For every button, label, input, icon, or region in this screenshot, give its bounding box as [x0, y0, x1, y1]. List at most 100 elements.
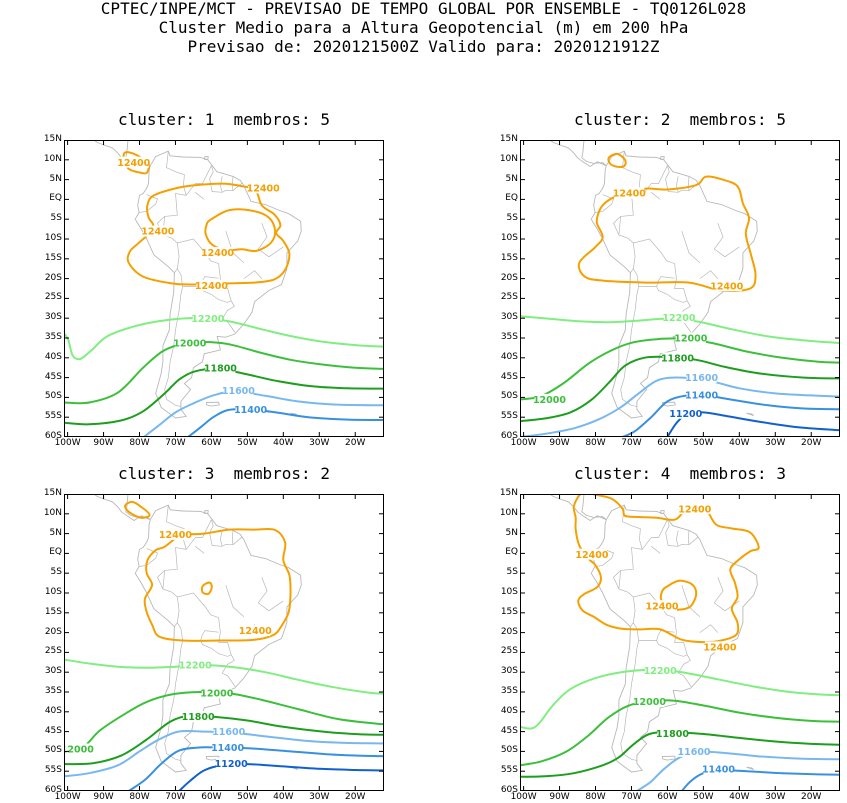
lat-tick-label: 10S [44, 587, 62, 597]
country-border [613, 570, 621, 590]
country-border [620, 640, 640, 761]
lon-tick-label: 30W [309, 792, 330, 802]
country-border [687, 530, 690, 545]
contour-layer [519, 152, 841, 438]
lat-tick-label: 30S [44, 312, 62, 323]
lon-tick-label: 90W [549, 438, 570, 448]
country-border [620, 286, 640, 407]
lat-tick-label: 45S [44, 371, 62, 382]
country-border [177, 268, 219, 287]
map-canvas: 12400 12400 12400 12400 12400 12200 12000 11800… [63, 107, 385, 438]
map-frame [520, 140, 840, 437]
contour-label: 11600 [222, 386, 255, 397]
contour-label-bg [192, 312, 223, 324]
contour-label-bg [704, 641, 735, 653]
contour-label: 11400 [685, 391, 718, 402]
panel-title: cluster: 1 membros: 5 [118, 110, 330, 129]
country-border [656, 286, 687, 303]
contour-label-bg [160, 528, 191, 540]
country-border [243, 270, 263, 279]
contour-label: 12400 [247, 184, 280, 195]
lat-tick-label: EQ [505, 193, 518, 204]
contour-label: 12400 [195, 281, 228, 292]
lon-tick-label: 90W [93, 438, 114, 448]
island-coast [205, 401, 220, 407]
country-border [595, 548, 614, 567]
lon-tick-label: 80W [585, 792, 606, 802]
country-border [676, 176, 679, 193]
country-border [157, 570, 165, 590]
contour-label-bg [657, 727, 688, 739]
lat-tick-label: 20S [44, 626, 62, 637]
lat-tick-label: 15S [500, 252, 518, 263]
map-frame [64, 494, 384, 791]
contour-label-bg [703, 763, 734, 775]
contour-label: 11600 [212, 727, 245, 738]
contour-label: 12000 [533, 395, 566, 406]
contour-label: 11800 [656, 729, 689, 740]
lat-tick-label: 5N [49, 173, 62, 184]
contour-line-11600 [519, 376, 841, 438]
country-border [220, 176, 223, 193]
country-border [595, 194, 614, 213]
lat-tick-label: 30S [44, 666, 62, 677]
lon-tick-label: 50W [693, 792, 714, 802]
lat-tick-label: 60S [44, 785, 62, 795]
contour-label-bg [235, 403, 266, 415]
contour-label: 12200 [644, 666, 677, 677]
map-panel-1: cluster: 1 membros: 5 12400 12400 12400 124… [44, 107, 385, 448]
lat-tick-label: EQ [49, 547, 62, 558]
country-border [622, 505, 643, 550]
lon-tick-label: 30W [309, 438, 330, 448]
lon-tick-label: 50W [237, 438, 258, 448]
contour-line-12400 [607, 152, 627, 169]
lat-tick-label: 25S [44, 646, 62, 657]
land-layer [519, 461, 758, 773]
lat-tick-label: 10N [43, 153, 62, 164]
lon-tick-label: 40W [273, 438, 294, 448]
country-border [139, 194, 158, 213]
contour-label: 12000 [64, 745, 94, 756]
contour-layer [63, 500, 385, 792]
lon-tick-label: 90W [93, 792, 114, 802]
contour-label-bg [675, 332, 706, 344]
contour-label-bg [663, 311, 694, 323]
lat-tick-label: 5N [49, 527, 62, 538]
lon-tick-label: 100W [510, 792, 537, 802]
lon-tick-label: 80W [129, 438, 150, 448]
lat-tick-label: 40S [44, 351, 62, 362]
lon-tick-label: 60W [201, 792, 222, 802]
lon-tick-label: 20W [345, 792, 366, 802]
island-coast [660, 510, 665, 514]
contour-label: 11800 [204, 364, 237, 375]
lat-tick-label: 50S [500, 391, 518, 402]
contour-label: 12400 [710, 281, 743, 292]
contour-label-bg [614, 187, 645, 199]
lat-tick-label: 20S [500, 626, 518, 637]
lat-tick-label: 10S [44, 233, 62, 243]
contour-label-bg [212, 741, 243, 753]
panel-title: cluster: 3 membros: 2 [118, 464, 330, 483]
contour-label: 11600 [677, 747, 710, 758]
contour-label-bg [118, 156, 149, 168]
lon-tick-label: 50W [693, 438, 714, 448]
country-border [225, 584, 245, 618]
contour-line-12400 [124, 500, 151, 519]
lat-tick-label: 55S [500, 765, 518, 776]
lon-tick-label: 30W [765, 438, 786, 448]
country-border [174, 596, 180, 627]
country-border [713, 246, 740, 258]
contour-label: 11400 [702, 764, 735, 775]
contour-label-bg [142, 225, 173, 237]
figure-header-line1: CPTEC/INPE/MCT - PREVISAO DE TEMPO GLOBA… [100, 0, 747, 18]
contour-label: 11400 [211, 743, 244, 754]
contour-line-11200 [178, 763, 385, 792]
lon-tick-label: 100W [510, 438, 537, 448]
contour-line-12400 [572, 491, 760, 644]
contour-line-12200 [63, 316, 385, 361]
contour-label-bg [670, 407, 701, 419]
tick-layer [520, 493, 840, 792]
lon-tick-label: 70W [621, 438, 642, 448]
figure-header-line2: Cluster Medio para a Altura Geopotencial… [158, 18, 689, 37]
contour-label-bg [686, 372, 717, 384]
